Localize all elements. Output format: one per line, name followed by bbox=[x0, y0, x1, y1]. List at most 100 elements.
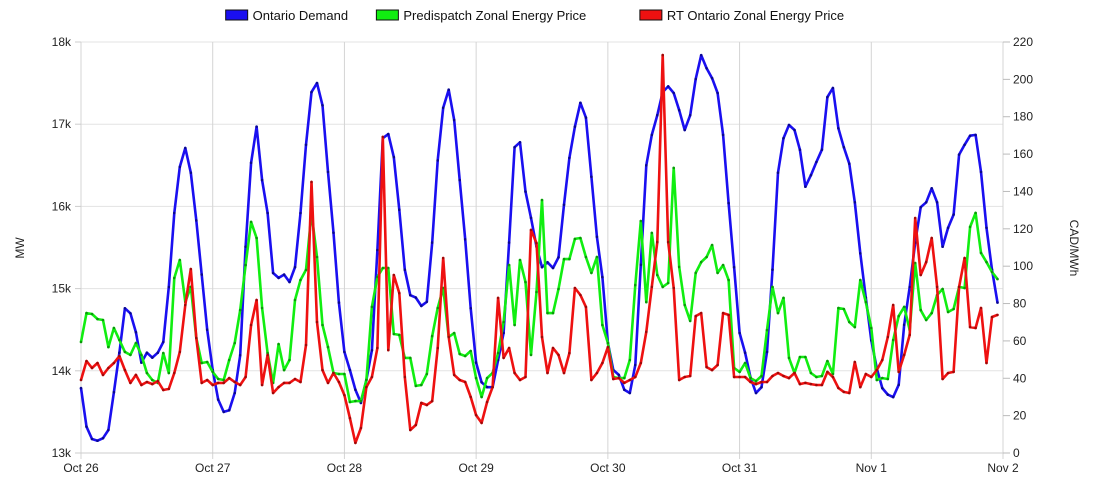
data-point bbox=[557, 287, 560, 291]
data-point bbox=[754, 379, 758, 383]
data-point bbox=[227, 358, 231, 362]
data-point bbox=[875, 368, 879, 372]
data-point bbox=[425, 372, 429, 376]
data-point bbox=[101, 436, 105, 440]
data-point bbox=[337, 380, 341, 384]
legend-swatch bbox=[375, 9, 399, 21]
data-point bbox=[913, 216, 917, 220]
data-point bbox=[798, 382, 802, 386]
data-point bbox=[743, 361, 747, 365]
data-point bbox=[859, 252, 862, 255]
data-point bbox=[255, 298, 258, 302]
data-point bbox=[546, 371, 549, 375]
grid bbox=[80, 41, 1004, 459]
data-point bbox=[436, 306, 440, 310]
data-point bbox=[409, 356, 412, 360]
data-point bbox=[924, 260, 928, 264]
data-point bbox=[205, 328, 209, 332]
data-point bbox=[299, 380, 302, 384]
data-point bbox=[288, 280, 291, 284]
data-point bbox=[952, 213, 955, 216]
x-tick-label: Nov 2 bbox=[987, 461, 1019, 475]
data-point bbox=[376, 248, 379, 252]
data-point bbox=[864, 372, 868, 376]
data-point bbox=[107, 366, 110, 370]
data-point bbox=[266, 351, 269, 355]
data-point bbox=[348, 368, 352, 372]
data-point bbox=[266, 211, 269, 215]
data-point bbox=[205, 360, 209, 364]
legend-swatch bbox=[639, 9, 663, 21]
data-point bbox=[244, 375, 247, 379]
data-point bbox=[859, 385, 862, 389]
data-point bbox=[749, 376, 752, 380]
right-tick-label: 20 bbox=[1013, 409, 1027, 423]
data-point bbox=[233, 391, 236, 395]
data-point bbox=[85, 359, 88, 363]
data-point bbox=[743, 375, 747, 379]
data-point bbox=[107, 345, 110, 349]
data-point bbox=[568, 156, 571, 160]
data-point bbox=[677, 378, 681, 382]
data-point bbox=[529, 353, 533, 357]
data-point bbox=[518, 258, 522, 262]
data-point bbox=[606, 345, 610, 349]
data-point bbox=[398, 291, 401, 295]
data-point bbox=[946, 371, 950, 375]
data-point bbox=[985, 226, 988, 230]
data-point bbox=[562, 371, 566, 375]
data-point bbox=[826, 370, 829, 374]
data-point bbox=[238, 353, 242, 357]
data-point bbox=[913, 261, 917, 265]
data-point bbox=[848, 320, 851, 324]
data-point bbox=[826, 95, 829, 99]
data-point bbox=[337, 301, 341, 304]
data-point bbox=[387, 348, 390, 352]
data-point bbox=[238, 308, 242, 312]
data-point bbox=[430, 399, 434, 403]
data-point bbox=[441, 256, 445, 260]
data-point bbox=[628, 391, 632, 395]
data-point bbox=[661, 285, 664, 289]
data-point bbox=[612, 377, 615, 381]
data-point bbox=[639, 361, 643, 365]
x-tick-label: Oct 29 bbox=[458, 461, 494, 475]
data-point bbox=[881, 386, 884, 390]
data-point bbox=[985, 260, 988, 264]
data-point bbox=[513, 371, 516, 375]
data-point bbox=[200, 273, 203, 276]
data-point bbox=[634, 283, 637, 287]
data-point bbox=[96, 361, 99, 365]
data-point bbox=[392, 155, 396, 159]
legend-label: RT Ontario Zonal Energy Price bbox=[667, 8, 844, 23]
data-point bbox=[129, 353, 132, 357]
data-point bbox=[656, 113, 659, 117]
data-point bbox=[562, 203, 566, 207]
data-point bbox=[118, 354, 121, 358]
data-point bbox=[85, 425, 88, 429]
data-point bbox=[979, 170, 983, 174]
data-point bbox=[441, 106, 445, 110]
right-tick-label: 120 bbox=[1013, 222, 1033, 236]
data-point bbox=[227, 376, 231, 380]
data-point bbox=[716, 271, 719, 275]
data-point bbox=[623, 376, 626, 380]
data-point bbox=[359, 426, 363, 430]
left-tick-label: 15k bbox=[52, 282, 72, 296]
data-point bbox=[924, 201, 928, 204]
data-point bbox=[315, 320, 319, 324]
data-point bbox=[721, 133, 725, 137]
data-point bbox=[365, 385, 368, 389]
data-point bbox=[134, 330, 138, 334]
data-point bbox=[304, 343, 308, 347]
data-point bbox=[760, 374, 763, 378]
data-point bbox=[167, 371, 171, 375]
data-point bbox=[952, 307, 955, 311]
data-point bbox=[216, 377, 220, 381]
data-point bbox=[815, 375, 818, 379]
data-point bbox=[90, 366, 94, 370]
data-point bbox=[277, 342, 280, 346]
data-point bbox=[595, 235, 599, 239]
data-point bbox=[310, 90, 313, 94]
